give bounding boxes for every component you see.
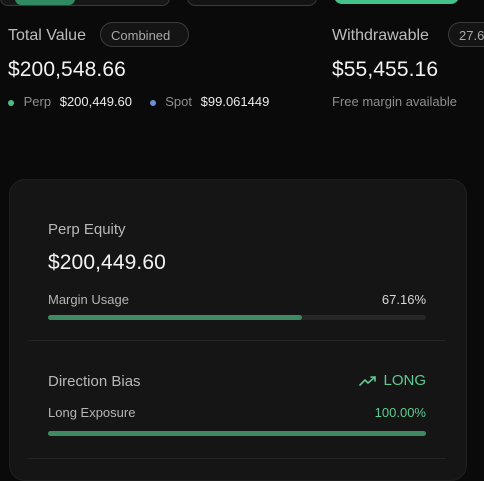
card-divider-bottom <box>28 458 446 459</box>
top-action-button[interactable] <box>334 0 459 4</box>
trending-up-icon <box>359 374 377 391</box>
perp-dot-icon <box>8 99 14 106</box>
perp-label: Perp <box>23 94 52 109</box>
spot-value: $99.061449 <box>200 94 270 109</box>
long-exposure-label: Long Exposure <box>48 405 136 420</box>
spot-label: Spot <box>165 94 193 109</box>
withdrawable-amount: $55,455.16 <box>332 58 439 81</box>
spot-dot-icon <box>149 99 156 106</box>
total-value-label: Total Value <box>8 27 86 44</box>
margin-usage-bar-fill <box>48 315 302 320</box>
top-toggle-active-segment[interactable] <box>15 0 75 5</box>
withdrawable-label: Withdrawable <box>332 27 429 44</box>
long-exposure-bar <box>48 431 426 436</box>
perp-equity-value: $200,449.60 <box>48 251 166 274</box>
withdrawable-pill[interactable]: 27.6 <box>448 22 484 47</box>
top-secondary-button[interactable] <box>187 0 317 6</box>
direction-bias-indicator: LONG <box>359 372 426 391</box>
margin-usage-value: 67.16% <box>381 292 426 307</box>
withdrawable-note: Free margin available <box>332 94 458 109</box>
long-exposure-value: 100.00% <box>374 405 426 420</box>
direction-bias-label: Direction Bias <box>48 373 141 390</box>
margin-usage-bar <box>48 315 426 320</box>
total-value-amount: $200,548.66 <box>8 58 126 81</box>
direction-bias-value: LONG <box>383 372 426 389</box>
breakdown-row: Perp $200,449.60 Spot $99.061449 <box>8 94 269 109</box>
perp-equity-card <box>9 179 467 481</box>
card-divider <box>28 340 446 341</box>
top-toggle-button[interactable] <box>0 0 170 6</box>
perp-value: $200,449.60 <box>59 94 133 109</box>
long-exposure-bar-fill <box>48 431 426 436</box>
perp-equity-label: Perp Equity <box>48 221 126 238</box>
margin-usage-label: Margin Usage <box>48 292 129 307</box>
combined-pill[interactable]: Combined <box>100 22 189 47</box>
